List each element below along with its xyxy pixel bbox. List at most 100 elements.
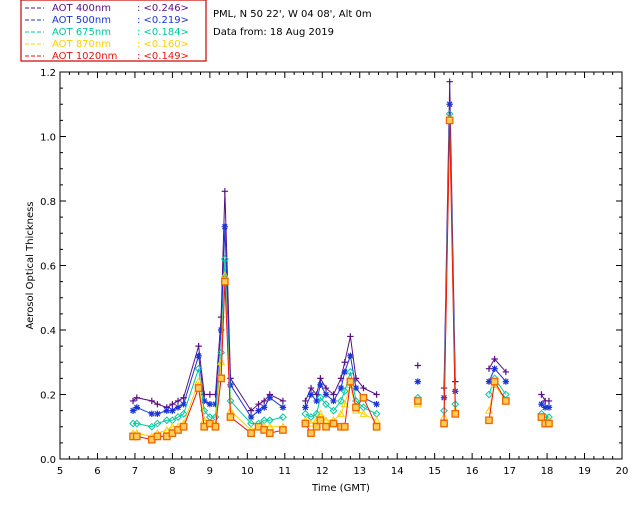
x-tick-label: 19 — [578, 466, 591, 477]
series-2-point — [337, 384, 345, 392]
series-2-point — [201, 397, 208, 405]
series-2-point — [180, 400, 187, 408]
series-2-point — [212, 400, 219, 408]
series-5-point — [445, 116, 454, 125]
series-2-point — [373, 400, 380, 408]
series-1-point — [206, 391, 214, 398]
series-1-point — [307, 384, 315, 392]
series-2-point — [217, 326, 225, 334]
series-2-point — [307, 391, 315, 398]
series-5-point — [322, 422, 330, 431]
series-5-point — [132, 432, 141, 441]
series-3-point — [220, 255, 229, 263]
series-line-1 — [132, 81, 549, 412]
series-5-point — [226, 413, 235, 421]
series-5-point — [265, 429, 274, 438]
series-5-point — [316, 416, 325, 425]
series-2-point — [347, 352, 354, 359]
y-tick-label: 1.0 — [40, 133, 56, 144]
y-tick-label: 0.8 — [40, 197, 56, 208]
x-tick-label: 12 — [316, 466, 329, 477]
series-2-point — [491, 365, 498, 372]
series-1-point — [360, 384, 367, 392]
legend-avg-4: : <0.160> — [137, 39, 189, 50]
series-5-point — [247, 429, 255, 438]
series-5-point — [490, 377, 499, 386]
x-tick-label: 18 — [541, 466, 554, 477]
series-2-point — [446, 101, 453, 108]
series-2-point — [538, 400, 545, 408]
series-4-point — [265, 422, 274, 430]
series-1-point — [502, 368, 510, 376]
y-tick-label: 0.6 — [40, 262, 56, 273]
series-3-point — [174, 413, 182, 421]
series-5-point — [352, 403, 360, 412]
series-1-point — [446, 78, 453, 85]
series-4-point — [162, 425, 171, 434]
series-4-point — [220, 270, 229, 279]
series-1-point — [247, 407, 255, 414]
series-5-point — [329, 419, 338, 428]
series-3-point — [316, 393, 325, 402]
x-tick-label: 17 — [503, 466, 516, 477]
legend-entry-1: AOT 400nm — [52, 3, 111, 14]
series-5-point — [346, 377, 355, 386]
legend-entry-3: AOT 675nm — [52, 27, 111, 38]
series-4-point — [336, 409, 346, 417]
series-1-point — [313, 391, 320, 398]
series-4-point — [194, 377, 203, 385]
series-2-point — [545, 404, 553, 411]
series-4-point — [316, 409, 325, 417]
x-tick-label: 7 — [132, 466, 138, 477]
series-2-point — [154, 410, 161, 418]
x-tick-label: 20 — [616, 466, 629, 477]
series-2-point — [169, 407, 176, 414]
series-1-point — [133, 394, 141, 401]
x-tick-label: 5 — [57, 466, 63, 477]
series-1-point — [221, 188, 229, 195]
series-2-point — [221, 223, 229, 230]
series-1-point — [129, 397, 137, 405]
series-1-point — [373, 391, 380, 398]
series-1-point — [279, 397, 287, 405]
series-1-point — [491, 355, 498, 363]
series-1-point — [260, 397, 268, 405]
series-3-point — [132, 419, 141, 428]
series-5-point — [451, 409, 460, 418]
x-tick-label: 8 — [169, 466, 175, 477]
x-tick-label: 11 — [278, 466, 291, 477]
series-1-point — [485, 365, 493, 372]
series-1-point — [538, 391, 545, 398]
series-5-point — [211, 422, 220, 431]
legend-avg-2: : <0.219> — [137, 15, 189, 26]
series-5-point — [359, 393, 368, 402]
site-title: PML, N 50 22', W 04 08', Alt 0m — [213, 9, 372, 20]
series-3-point — [337, 397, 345, 405]
series-1-point — [341, 359, 348, 366]
series-2-point — [541, 404, 549, 411]
x-tick-label: 16 — [466, 466, 479, 477]
series-5-point — [537, 413, 546, 421]
series-1-point — [317, 375, 324, 382]
legend-avg-5: : <0.149> — [137, 51, 189, 62]
series-2-point — [330, 397, 337, 405]
series-2-point — [195, 352, 202, 359]
series-2-point — [302, 404, 309, 411]
series-5-point — [194, 384, 203, 392]
series-4-point — [372, 416, 381, 424]
x-tick-label: 14 — [391, 466, 404, 477]
series-2-point — [174, 404, 182, 411]
series-2-point — [206, 400, 214, 408]
series-2-point — [255, 407, 262, 414]
series-5-point — [340, 422, 349, 431]
series-3-point — [194, 364, 203, 373]
y-tick-label: 0.2 — [40, 391, 56, 402]
series-5-point — [440, 419, 448, 428]
series-4-point — [359, 409, 368, 417]
series-4-point — [321, 416, 331, 424]
date-subtitle: Data from: 18 Aug 2019 — [213, 27, 334, 38]
series-1-point — [302, 397, 309, 405]
series-3-point — [147, 422, 156, 431]
series-2-point — [148, 410, 155, 418]
y-axis-label: Aerosol Optical Thickness — [25, 201, 36, 329]
